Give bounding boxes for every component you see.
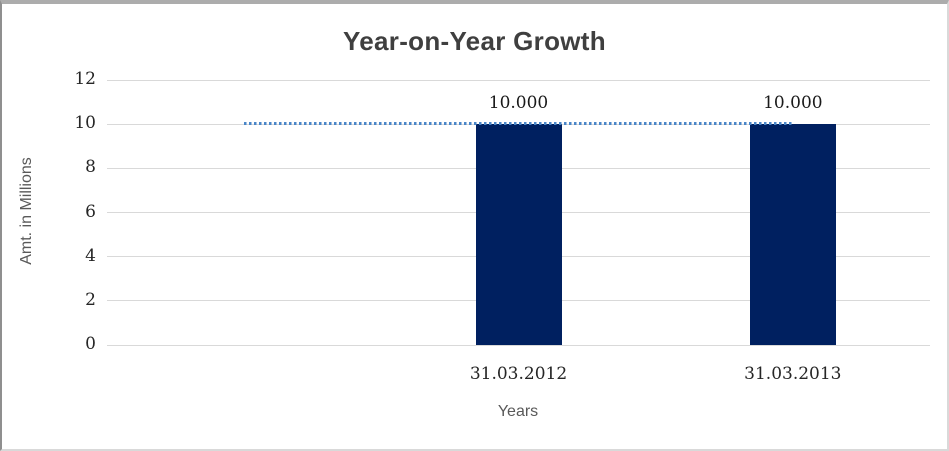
trendline — [244, 122, 793, 126]
gridline — [107, 79, 930, 81]
gridline — [107, 344, 930, 346]
y-tick-label: 0 — [85, 334, 96, 354]
y-tick-label: 8 — [85, 157, 96, 178]
bar — [749, 124, 836, 345]
plot-area: 10.000 10.000 — [107, 79, 930, 346]
y-tick-label: 4 — [85, 245, 96, 266]
x-tick-label: 31.03.2012 — [469, 364, 568, 384]
x-tick-label: 31.03.2013 — [744, 364, 842, 384]
chart-title: Year-on-Year Growth — [343, 26, 606, 56]
bar-value-label: 10.000 — [763, 93, 823, 114]
bar-value-label: 10.000 — [488, 93, 549, 114]
x-axis-title: Years — [497, 403, 539, 420]
y-tick-label: 2 — [85, 289, 96, 310]
y-tick-label: 10 — [74, 113, 96, 134]
y-tick-label: 6 — [85, 201, 96, 222]
bar — [475, 124, 562, 345]
y-axis-title: Amt. in Millions — [18, 157, 35, 265]
y-tick-label: 12 — [74, 69, 96, 89]
